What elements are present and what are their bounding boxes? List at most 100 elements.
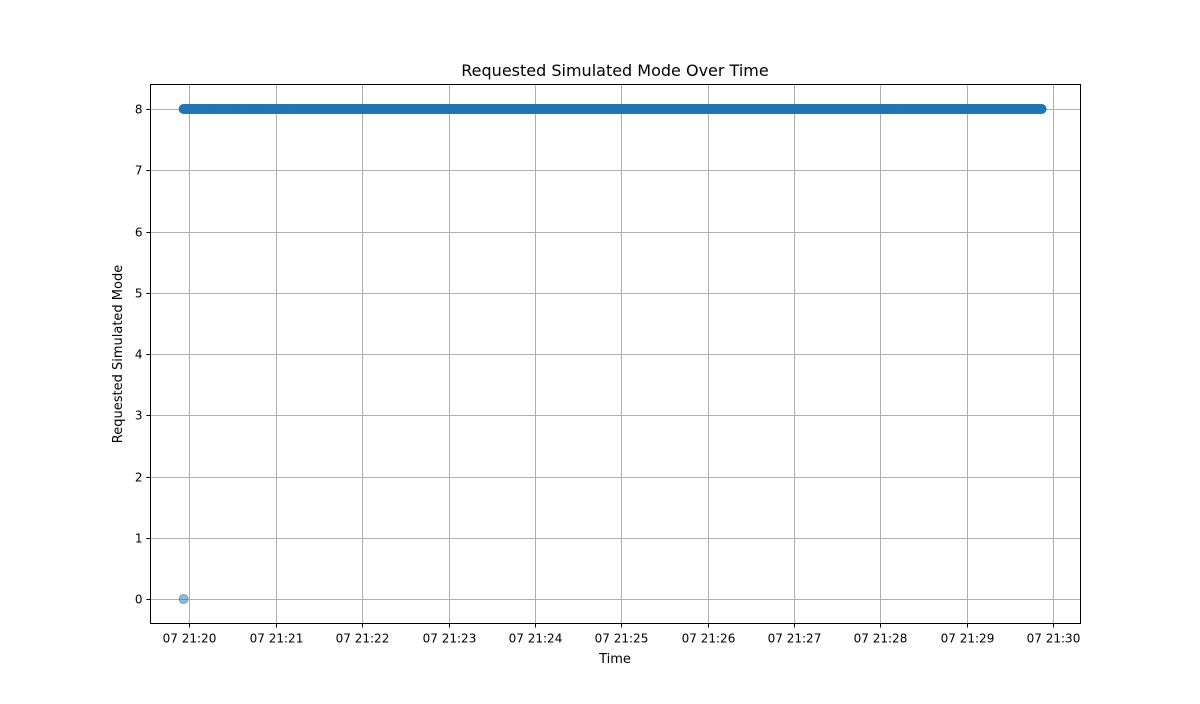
scatter-point bbox=[839, 104, 849, 114]
scatter-point bbox=[935, 104, 945, 114]
scatter-point bbox=[287, 104, 297, 114]
scatter-point bbox=[746, 104, 756, 114]
scatter-point bbox=[242, 104, 252, 114]
scatter-point bbox=[458, 104, 468, 114]
scatter-point bbox=[503, 104, 513, 114]
scatter-point bbox=[731, 104, 741, 114]
x-tick-label: 07 21:30 bbox=[1027, 632, 1081, 646]
scatter-point bbox=[311, 104, 321, 114]
scatter-point bbox=[182, 104, 192, 114]
x-axis-label: Time bbox=[598, 652, 631, 667]
scatter-point bbox=[602, 104, 612, 114]
scatter-point bbox=[380, 104, 390, 114]
scatter-point bbox=[749, 104, 759, 114]
scatter-point bbox=[872, 104, 882, 114]
scatter-point bbox=[863, 104, 873, 114]
scatter-point bbox=[452, 104, 462, 114]
scatter-point bbox=[578, 104, 588, 114]
scatter-point bbox=[440, 104, 450, 114]
scatter-point bbox=[1007, 104, 1017, 114]
y-tick-label: 7 bbox=[135, 164, 143, 178]
scatter-point bbox=[959, 104, 969, 114]
scatter-point bbox=[884, 104, 894, 114]
scatter-point bbox=[740, 104, 750, 114]
scatter-point bbox=[854, 104, 864, 114]
scatter-point bbox=[689, 104, 699, 114]
scatter-point bbox=[764, 104, 774, 114]
scatter-point bbox=[422, 104, 432, 114]
y-tick-label: 3 bbox=[135, 409, 143, 423]
scatter-point bbox=[605, 104, 615, 114]
scatter-point bbox=[551, 104, 561, 114]
scatter-point bbox=[1004, 104, 1014, 114]
scatter-point bbox=[989, 104, 999, 114]
scatter-point bbox=[692, 104, 702, 114]
scatter-point bbox=[446, 104, 456, 114]
scatter-point bbox=[506, 104, 516, 114]
scatter-point bbox=[977, 104, 987, 114]
scatter-point bbox=[875, 104, 885, 114]
scatter-point bbox=[257, 104, 267, 114]
scatter-point bbox=[536, 104, 546, 114]
scatter-point bbox=[191, 104, 201, 114]
scatter-point bbox=[281, 104, 291, 114]
scatter-point bbox=[230, 104, 240, 114]
scatter-point bbox=[680, 104, 690, 114]
scatter-point bbox=[407, 104, 417, 114]
scatter-point bbox=[1031, 104, 1041, 114]
chart-title: Requested Simulated Mode Over Time bbox=[461, 61, 768, 80]
scatter-point bbox=[1001, 104, 1011, 114]
scatter-point bbox=[545, 104, 555, 114]
scatter-point bbox=[770, 104, 780, 114]
scatter-point bbox=[590, 104, 600, 114]
scatter-point bbox=[761, 104, 771, 114]
scatter-point bbox=[785, 104, 795, 114]
scatter-point bbox=[509, 104, 519, 114]
scatter-point bbox=[722, 104, 732, 114]
scatter-point bbox=[527, 104, 537, 114]
scatter-point bbox=[1022, 104, 1032, 114]
y-tick-label: 0 bbox=[135, 593, 143, 607]
scatter-point bbox=[548, 104, 558, 114]
scatter-point bbox=[416, 104, 426, 114]
scatter-point bbox=[482, 104, 492, 114]
scatter-point bbox=[890, 104, 900, 114]
grid bbox=[150, 84, 1081, 624]
scatter-point bbox=[254, 104, 264, 114]
y-axis-label: Requested Simulated Mode bbox=[111, 265, 126, 443]
y-tick-label: 4 bbox=[135, 348, 143, 362]
scatter-point bbox=[200, 104, 210, 114]
scatter-point bbox=[629, 104, 639, 114]
scatter-point bbox=[344, 104, 354, 114]
scatter-point bbox=[236, 104, 246, 114]
scatter-point bbox=[347, 104, 357, 114]
scatter-point bbox=[587, 104, 597, 114]
scatter-point bbox=[461, 104, 471, 114]
x-tick-label: 07 21:25 bbox=[595, 632, 649, 646]
scatter-point bbox=[674, 104, 684, 114]
scatter-point bbox=[584, 104, 594, 114]
scatter-point bbox=[218, 104, 228, 114]
x-tick-label: 07 21:23 bbox=[423, 632, 477, 646]
scatter-point bbox=[791, 104, 801, 114]
scatter-point bbox=[653, 104, 663, 114]
scatter-point bbox=[470, 104, 480, 114]
scatter-point bbox=[794, 104, 804, 114]
scatter-point bbox=[800, 104, 810, 114]
scatter-point bbox=[965, 104, 975, 114]
scatter-point bbox=[284, 104, 294, 114]
scatter-point bbox=[1016, 104, 1026, 114]
scatter-point bbox=[734, 104, 744, 114]
scatter-point bbox=[569, 104, 579, 114]
scatter-point bbox=[524, 104, 534, 114]
scatter-point bbox=[752, 104, 762, 114]
scatter-point bbox=[443, 104, 453, 114]
scatter-point bbox=[968, 104, 978, 114]
scatter-point bbox=[209, 104, 219, 114]
scatter-point bbox=[323, 104, 333, 114]
scatter-point bbox=[878, 104, 888, 114]
scatter-point bbox=[662, 104, 672, 114]
scatter-point bbox=[467, 104, 477, 114]
scatter-point bbox=[533, 104, 543, 114]
scatter-point bbox=[239, 104, 249, 114]
